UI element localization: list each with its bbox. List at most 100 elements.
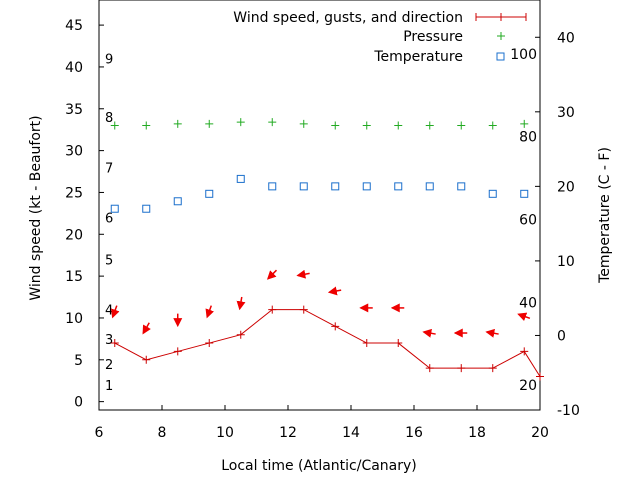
x-tick-label: 10 [216, 425, 234, 441]
pressure-point [425, 121, 434, 130]
temperature-point [488, 189, 497, 198]
wind-direction-arrow [205, 305, 214, 319]
x-tick-label: 12 [279, 425, 297, 441]
beaufort-label: 3 [105, 333, 113, 348]
y-tick-label: 0 [74, 395, 83, 411]
wind-point [299, 305, 308, 314]
legend-label-pressure: Pressure [403, 29, 463, 45]
beaufort-label: 1 [105, 379, 113, 394]
pressure-point [173, 119, 182, 128]
beaufort-label: 7 [105, 161, 113, 176]
temperature-point [520, 189, 529, 198]
temperature-point [425, 182, 434, 191]
temperature-point [236, 174, 245, 183]
chart-marks [110, 118, 544, 381]
wind-point [110, 339, 119, 348]
wind-direction-arrow [111, 305, 120, 319]
wind-point [331, 322, 340, 331]
wind-direction-arrow [236, 296, 246, 311]
fahrenheit-label: 60 [519, 212, 537, 228]
beaufort-label: 9 [105, 53, 113, 68]
temperature-point [173, 197, 182, 206]
temperature-point [110, 204, 119, 213]
y-tick-label: 10 [65, 311, 83, 327]
beaufort-label: 6 [105, 212, 113, 227]
wind-point [488, 364, 497, 373]
axis-ticks: 6 8 10 12 14 16 18 20051015202530354045-1001020… [65, 18, 580, 441]
y2-axis-label: Temperature (C - F) [597, 147, 613, 284]
y2-tick-label: 10 [557, 254, 575, 270]
y2-tick-label: -10 [557, 403, 580, 419]
legend-label-wind: Wind speed, gusts, and direction [233, 10, 463, 26]
wind-direction-arrow [422, 328, 436, 338]
fahrenheit-label: 40 [519, 295, 537, 311]
pressure-point [362, 121, 371, 130]
wind-point [362, 339, 371, 348]
pressure-point [205, 119, 214, 128]
legend-label-temperature: Temperature [373, 49, 463, 65]
x-tick-label: 8 [158, 425, 167, 441]
legend-swatch-temperature [496, 52, 505, 61]
wind-direction-arrow [142, 322, 151, 335]
y-tick-label: 40 [65, 60, 83, 76]
temperature-point [268, 182, 277, 191]
wind-direction-arrow [296, 269, 310, 279]
x-tick-label: 14 [342, 425, 360, 441]
wind-point [536, 372, 544, 381]
pressure-point [299, 119, 308, 128]
y2-tick-label: 0 [557, 328, 566, 344]
x-tick-label: 16 [405, 425, 423, 441]
pressure-point [268, 118, 277, 127]
pressure-point [457, 121, 466, 130]
temperature-point [394, 182, 403, 191]
temperature-point [362, 182, 371, 191]
pressure-point [520, 119, 529, 128]
legend: Wind speed, gusts, and direction Pressur… [233, 10, 527, 65]
y-tick-label: 30 [65, 144, 83, 160]
beaufort-label: 8 [105, 111, 113, 126]
wind-point [205, 339, 214, 348]
x-tick-label: 6 [95, 425, 104, 441]
wind-point [142, 355, 151, 364]
beaufort-label: 4 [105, 304, 113, 319]
wind-point [173, 347, 182, 356]
y2-tick-label: 20 [557, 179, 575, 195]
y2-tick-label: 30 [557, 105, 575, 121]
y-tick-label: 45 [65, 18, 83, 34]
wind-direction-arrow [266, 269, 278, 280]
wind-point [236, 330, 245, 339]
beaufort-label: 2 [105, 358, 113, 373]
plot-frame [98, 0, 541, 411]
wind-direction-arrow [517, 312, 531, 322]
temperature-point [457, 182, 466, 191]
pressure-point [394, 121, 403, 130]
pressure-point [236, 118, 245, 127]
fahrenheit-label: 100 [510, 47, 537, 63]
wind-point [457, 364, 466, 373]
fahrenheit-label: 20 [519, 378, 537, 394]
wind-direction-arrow [485, 328, 499, 338]
temperature-point [142, 204, 151, 213]
pressure-point [488, 121, 497, 130]
y-tick-label: 20 [65, 227, 83, 243]
y-axis-label: Wind speed (kt - Beaufort) [28, 115, 44, 300]
pressure-point [110, 121, 119, 130]
wind-speed-line [114, 309, 541, 377]
y-tick-label: 5 [74, 353, 83, 369]
wind-point [520, 347, 529, 356]
y-tick-label: 15 [65, 269, 83, 285]
pressure-point [331, 121, 340, 130]
y2-tick-label: 40 [557, 30, 575, 46]
temperature-point [299, 182, 308, 191]
wind-direction-arrow [327, 286, 342, 296]
wind-point [394, 339, 403, 348]
fahrenheit-label: 80 [519, 130, 537, 146]
x-tick-label: 20 [531, 425, 549, 441]
pressure-point [142, 121, 151, 130]
temperature-point [331, 182, 340, 191]
wind-point [268, 305, 277, 314]
beaufort-label: 5 [105, 253, 113, 268]
temperature-point [205, 189, 214, 198]
x-tick-label: 18 [468, 425, 486, 441]
